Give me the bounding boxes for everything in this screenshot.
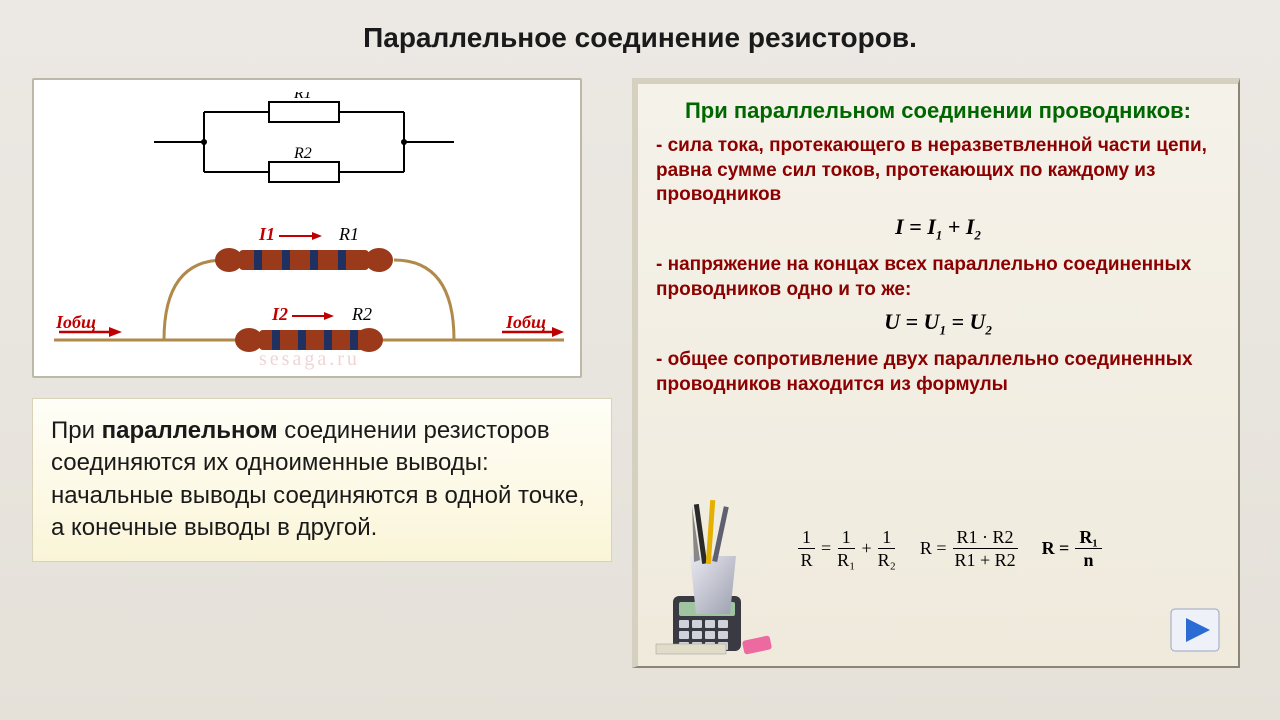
stationery-icon — [648, 496, 778, 656]
def-bold: параллельном — [102, 417, 278, 444]
def-pre: При — [51, 417, 102, 444]
label-i2: I2 — [271, 304, 288, 324]
rule-1: - сила тока, протекающего в неразветвлен… — [656, 134, 1220, 208]
page-title: Параллельное соединение резисторов. — [0, 22, 1280, 54]
resistor-r1 — [215, 248, 393, 272]
formula-current: I = I1 + I2 — [656, 214, 1220, 243]
schematic-svg: R1 R2 — [154, 92, 454, 192]
label-r1: R1 — [338, 224, 359, 244]
label-i1: I1 — [258, 224, 275, 244]
label-i-total-right: Iобщ — [505, 312, 546, 332]
label-i-total-left: Iобщ — [55, 312, 96, 332]
rules-panel: При параллельном соединении проводников:… — [632, 78, 1240, 668]
label-r2: R2 — [351, 304, 372, 324]
formula-voltage: U = U1 = U2 — [656, 309, 1220, 338]
rule-3: - общее сопротивление двух параллельно с… — [656, 348, 1220, 397]
schematic-r2-label: R2 — [293, 145, 312, 162]
schematic-r1-label: R1 — [293, 92, 312, 102]
formula-resistance: 1R = 1R₁ + 1R₂ R = R1 · R2R1 + R2 R = R₁… — [798, 518, 1238, 578]
resistor-photo: Iобщ Iобщ I1 R1 I2 R2 — [54, 200, 564, 365]
watermark: sesaga.ru — [259, 348, 360, 371]
circuit-figure: R1 R2 — [32, 78, 582, 378]
rule-2: - напряжение на концах всех параллельно … — [656, 253, 1220, 302]
next-slide-button[interactable] — [1170, 608, 1220, 652]
rules-heading: При параллельном соединении проводников: — [656, 98, 1220, 124]
definition-box: При параллельном соединении резисторов с… — [32, 398, 612, 562]
